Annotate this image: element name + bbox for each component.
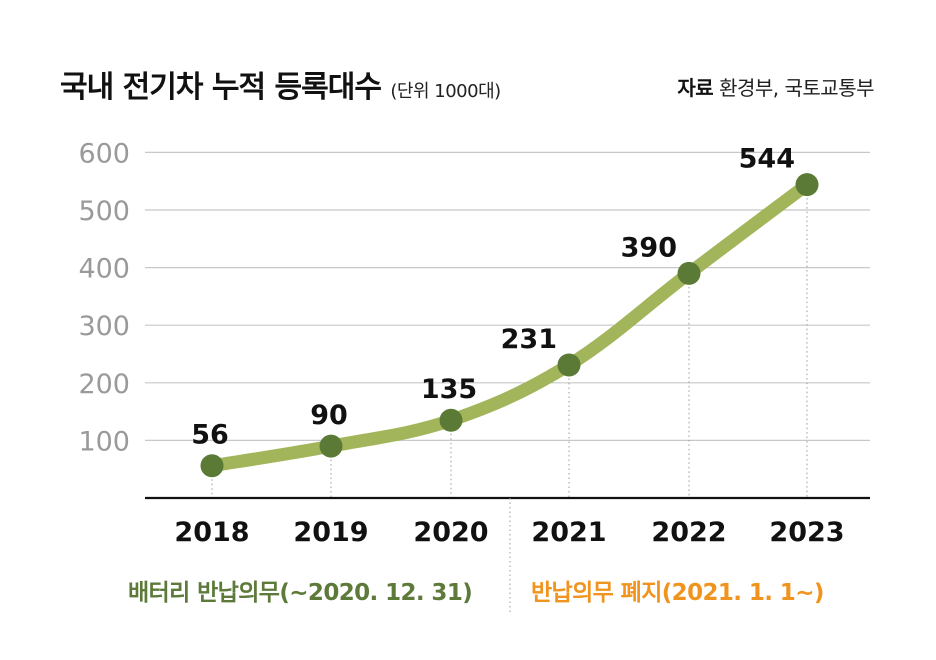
after-period-note: 반납의무 폐지(2021. 1. 1~) <box>531 580 824 606</box>
data-point <box>677 261 701 285</box>
source-label: 자료 <box>677 76 714 100</box>
x-tick-label: 2020 <box>413 517 488 548</box>
data-label: 135 <box>421 374 477 405</box>
grid-lines <box>145 151 870 441</box>
data-points <box>200 173 819 478</box>
source-text: 환경부, 국토교통부 <box>719 76 874 100</box>
data-labels: 56 90 135 231 390 544 <box>191 144 795 451</box>
data-point <box>319 434 343 458</box>
y-tick-label: 300 <box>78 311 130 342</box>
y-tick-label: 500 <box>78 196 130 227</box>
chart-header: 국내 전기차 누적 등록대수 (단위 1000대) 자료 환경부, 국토교통부 <box>0 0 936 120</box>
y-axis: 100 200 300 400 500 600 <box>78 138 130 457</box>
x-axis: 2018 2019 2020 2021 2022 2023 <box>174 517 844 548</box>
data-label: 544 <box>739 144 795 175</box>
y-tick-label: 100 <box>78 426 130 457</box>
y-tick-label: 200 <box>78 369 130 400</box>
source-note: 자료 환경부, 국토교통부 <box>677 72 874 101</box>
data-label: 90 <box>310 400 348 431</box>
unit-label: (단위 1000대) <box>390 81 501 102</box>
data-point <box>557 353 581 377</box>
data-label: 390 <box>621 232 677 263</box>
y-tick-label: 600 <box>78 138 130 169</box>
data-point <box>795 173 819 197</box>
x-tick-label: 2022 <box>651 517 726 548</box>
x-tick-label: 2023 <box>769 517 844 548</box>
x-tick-label: 2021 <box>531 517 606 548</box>
y-tick-label: 400 <box>78 254 130 285</box>
data-point <box>200 454 224 478</box>
x-tick-label: 2018 <box>174 517 249 548</box>
before-period-note: 배터리 반납의무(~2020. 12. 31) <box>128 580 473 606</box>
data-point <box>439 408 463 432</box>
data-label: 231 <box>501 324 557 355</box>
x-tick-label: 2019 <box>293 517 368 548</box>
chart-title: 국내 전기차 누적 등록대수 (단위 1000대) <box>60 70 501 105</box>
data-label: 56 <box>191 420 229 451</box>
